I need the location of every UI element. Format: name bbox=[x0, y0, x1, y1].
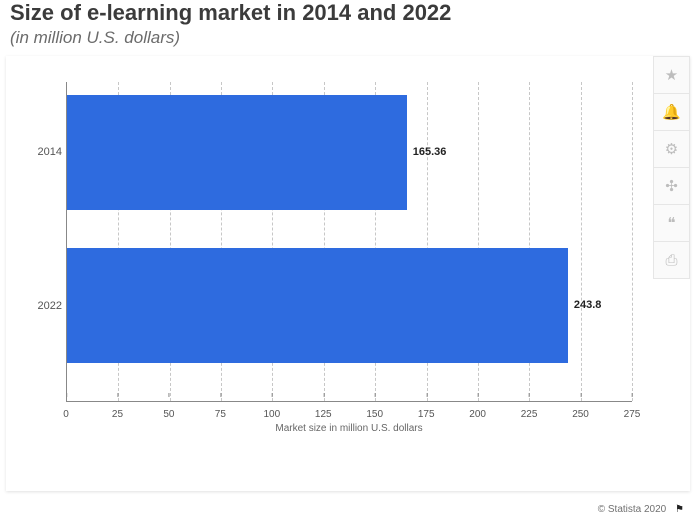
x-axis-label: Market size in million U.S. dollars bbox=[66, 423, 632, 434]
quote-icon[interactable]: ❝ bbox=[654, 205, 690, 242]
x-tick: 125 bbox=[315, 409, 332, 420]
x-tick: 275 bbox=[624, 409, 641, 420]
star-icon[interactable]: ★ bbox=[654, 56, 690, 94]
copyright: © Statista 2020 ⚑ bbox=[598, 504, 684, 515]
x-tick: 200 bbox=[469, 409, 486, 420]
page-title: Size of e-learning market in 2014 and 20… bbox=[10, 0, 700, 26]
bar-row: 165.36 bbox=[67, 95, 632, 210]
copyright-text: © Statista 2020 bbox=[598, 504, 667, 515]
x-tick: 250 bbox=[572, 409, 589, 420]
flag-icon[interactable]: ⚑ bbox=[675, 504, 684, 515]
x-tick: 175 bbox=[418, 409, 435, 420]
x-tick: 225 bbox=[521, 409, 538, 420]
bar-chart: 165.36 243.8 Market size in million U.S. … bbox=[16, 72, 642, 432]
gear-icon[interactable]: ⚙ bbox=[654, 131, 690, 168]
x-tick: 100 bbox=[263, 409, 280, 420]
x-tick: 75 bbox=[215, 409, 226, 420]
x-tick: 150 bbox=[366, 409, 383, 420]
bell-icon[interactable]: 🔔 bbox=[654, 94, 690, 131]
y-tick: 2022 bbox=[16, 300, 62, 312]
x-tick: 50 bbox=[163, 409, 174, 420]
gridline bbox=[632, 82, 633, 401]
bar-value-label: 165.36 bbox=[413, 146, 447, 158]
bar-value-label: 243.8 bbox=[574, 299, 602, 311]
chart-wrap: 165.36 243.8 Market size in million U.S. … bbox=[6, 56, 652, 491]
plot-area: 165.36 243.8 bbox=[66, 82, 632, 402]
action-sidebar: ★ 🔔 ⚙ ✣ ❝ ⎙ bbox=[653, 56, 690, 279]
share-icon[interactable]: ✣ bbox=[654, 168, 690, 205]
x-tick: 25 bbox=[112, 409, 123, 420]
y-tick: 2014 bbox=[16, 146, 62, 158]
x-tick: 0 bbox=[63, 409, 69, 420]
bar bbox=[67, 248, 568, 363]
chart-panel: 165.36 243.8 Market size in million U.S. … bbox=[6, 56, 690, 491]
print-icon[interactable]: ⎙ bbox=[654, 242, 690, 279]
bar-row: 243.8 bbox=[67, 248, 632, 363]
bar bbox=[67, 95, 407, 210]
page-subtitle: (in million U.S. dollars) bbox=[10, 28, 700, 48]
